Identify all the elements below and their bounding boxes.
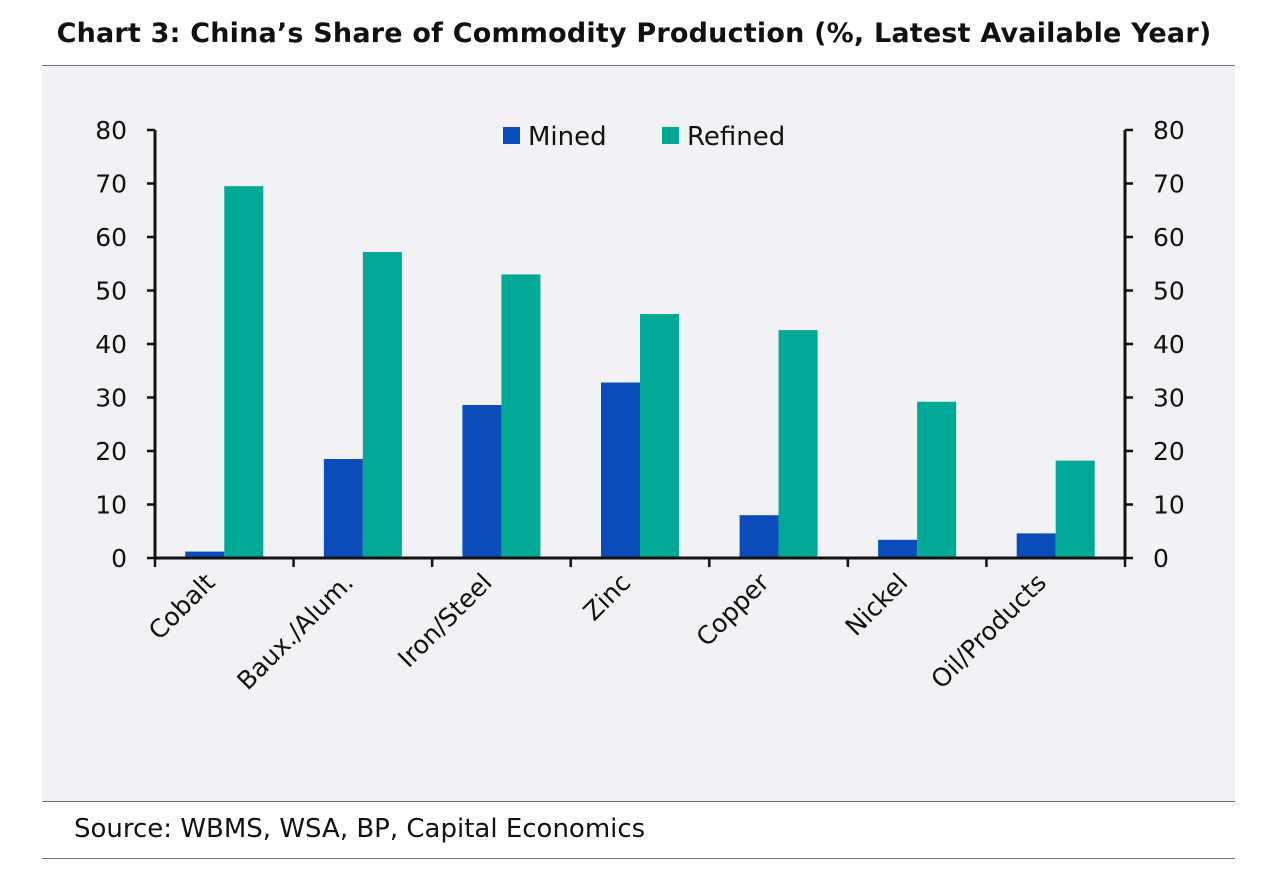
bar-mined [323, 459, 363, 558]
bar-refined [501, 274, 541, 558]
bar-refined [1055, 460, 1095, 558]
x-category-label: Zinc [578, 568, 636, 626]
bar-refined [224, 186, 264, 559]
source-divider-bottom [42, 858, 1235, 859]
legend-swatch-refined [662, 127, 679, 144]
top-divider [42, 65, 1235, 66]
x-category-label: Nickel [840, 568, 914, 642]
y-tick-label-left: 50 [95, 277, 127, 306]
x-category-label: Oil/Products [925, 568, 1052, 695]
bar-mined [878, 539, 918, 558]
chart-title: Chart 3: China’s Share of Commodity Prod… [56, 18, 1212, 49]
bar-refined [778, 330, 818, 558]
x-category-label: Baux./Alum. [231, 568, 359, 696]
bar-refined [917, 401, 957, 558]
bar-mined [1016, 533, 1056, 558]
y-tick-label-right: 60 [1153, 223, 1185, 252]
y-tick-label-left: 40 [95, 330, 127, 359]
bar-mined [739, 515, 779, 558]
y-tick-label-right: 0 [1153, 544, 1169, 573]
x-category-label: Cobalt [143, 568, 221, 646]
y-tick-label-right: 30 [1153, 384, 1185, 413]
bar-refined [362, 251, 402, 559]
y-tick-label-left: 70 [95, 170, 127, 199]
y-tick-label-right: 50 [1153, 277, 1185, 306]
y-tick-label-left: 0 [111, 544, 127, 573]
bar-refined [640, 314, 679, 558]
y-tick-label-left: 60 [95, 223, 127, 252]
bar-mined [462, 404, 502, 558]
y-tick-label-left: 80 [95, 116, 127, 145]
source-note: Source: WBMS, WSA, BP, Capital Economics [74, 814, 646, 844]
y-tick-label-left: 30 [95, 384, 127, 413]
y-tick-label-left: 10 [95, 491, 127, 520]
y-tick-label-right: 20 [1153, 437, 1185, 466]
y-tick-label-left: 20 [95, 437, 127, 466]
y-tick-label-right: 80 [1153, 116, 1185, 145]
legend-label-mined: Mined [528, 122, 607, 152]
legend-swatch-mined [503, 127, 520, 144]
x-category-label: Iron/Steel [392, 568, 497, 673]
legend-label-refined: Refined [687, 122, 785, 152]
y-tick-label-right: 40 [1153, 330, 1185, 359]
x-category-label: Copper [691, 567, 776, 652]
y-tick-label-right: 10 [1153, 491, 1185, 520]
bar-mined [185, 551, 225, 558]
bar-mined [601, 382, 640, 558]
source-divider-top [42, 801, 1235, 802]
y-tick-label-right: 70 [1153, 170, 1185, 199]
